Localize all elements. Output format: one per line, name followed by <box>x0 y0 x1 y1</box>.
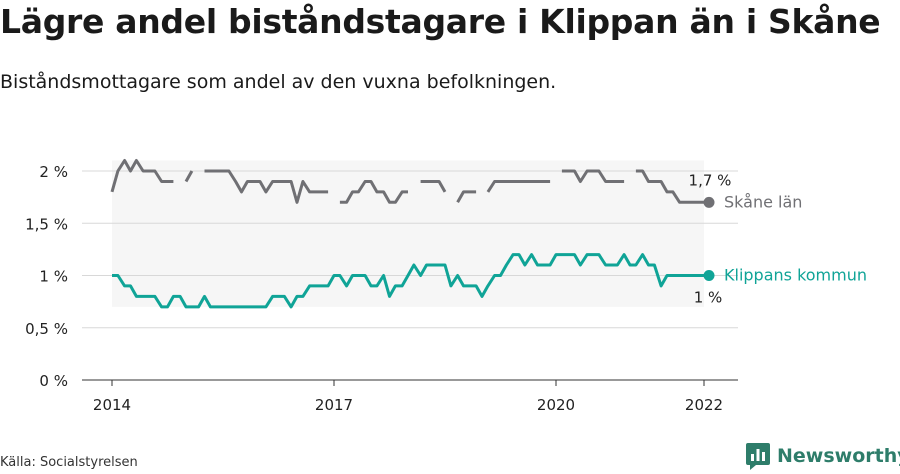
y-tick-label: 0,5 % <box>25 320 68 338</box>
y-tick-label: 0 % <box>39 372 68 390</box>
brand-logo[interactable]: Newsworthy <box>745 440 900 472</box>
series-name-klippan: Klippans kommun <box>724 266 867 285</box>
end-value-skane: 1,7 % <box>689 171 732 189</box>
y-tick-label: 1 % <box>39 268 68 286</box>
chart-title: Lägre andel biståndstagare i Klippan än … <box>0 2 881 41</box>
end-value-klippan: 1 % <box>694 289 723 307</box>
series-line-skane <box>110 159 704 204</box>
x-tick-label: 2022 <box>685 396 723 414</box>
y-tick-label: 2 % <box>39 163 68 181</box>
line-chart: 0 % 0,5 % 1 % 1,5 % 2 % 2014 2017 2020 2022 Skå… <box>25 159 867 414</box>
range-band-area <box>112 160 704 307</box>
end-marker-klippan <box>703 270 715 281</box>
source-note: Källa: Socialstyrelsen <box>0 455 138 470</box>
x-tick-label: 2017 <box>315 396 353 414</box>
x-axis: 2014 2017 2020 2022 <box>93 380 723 414</box>
x-tick-label: 2020 <box>537 396 575 414</box>
y-axis-ticks: 0 % 0,5 % 1 % 1,5 % 2 % <box>25 163 68 390</box>
range-band <box>112 160 704 307</box>
x-tick-label: 2014 <box>93 396 131 414</box>
series-lines <box>110 159 704 309</box>
y-tick-label: 1,5 % <box>25 215 68 233</box>
bar-chart-icon <box>746 443 770 470</box>
brand-name: Newsworthy <box>777 445 900 467</box>
series-line-klippan <box>112 253 704 309</box>
end-marker-skane <box>703 196 715 208</box>
chart-subtitle: Biståndsmottagare som andel av den vuxna… <box>0 71 557 93</box>
grid-lines <box>82 170 738 381</box>
series-name-skane: Skåne län <box>724 192 802 211</box>
